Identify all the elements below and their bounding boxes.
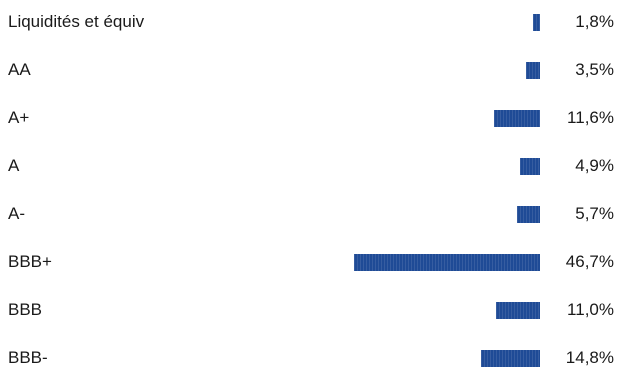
chart-row: A 4,9% — [0, 144, 620, 192]
value-label: 1,8% — [575, 12, 614, 31]
value-label: 46,7% — [565, 252, 614, 271]
category-label: A — [8, 156, 20, 175]
value-label: 14,8% — [565, 348, 614, 367]
bar — [533, 14, 540, 31]
chart-row: BBB- 14,8% — [0, 336, 620, 384]
chart-row: AA 3,5% — [0, 48, 620, 96]
category-label: Liquidités et équiv — [8, 12, 145, 31]
chart-row: Liquidités et équiv 1,8% — [0, 0, 620, 48]
category-label: BBB+ — [8, 252, 52, 271]
category-label: A+ — [8, 108, 30, 127]
value-label: 11,0% — [567, 300, 614, 319]
value-label: 4,9% — [575, 156, 614, 175]
bar — [494, 110, 540, 127]
chart-row: A- 5,7% — [0, 192, 620, 240]
bar — [526, 62, 540, 79]
chart-row: BBB 11,0% — [0, 288, 620, 336]
category-label: BBB- — [8, 348, 48, 367]
bar — [481, 350, 540, 367]
chart-row: BBB+ 46,7% — [0, 240, 620, 288]
category-label: A- — [8, 204, 25, 223]
value-label: 3,5% — [575, 60, 614, 79]
value-label: 11,6% — [567, 108, 614, 127]
bar — [354, 254, 540, 271]
bar — [520, 158, 540, 175]
category-label: AA — [8, 60, 31, 79]
rating-allocation-chart: Liquidités et équiv 1,8% AA 3,5% A+ 11,6% A 4,9… — [0, 0, 620, 367]
category-label: BBB — [8, 300, 43, 319]
chart-row: A+ 11,6% — [0, 96, 620, 144]
bar — [496, 302, 540, 319]
value-label: 5,7% — [575, 204, 614, 223]
bar — [517, 206, 540, 223]
